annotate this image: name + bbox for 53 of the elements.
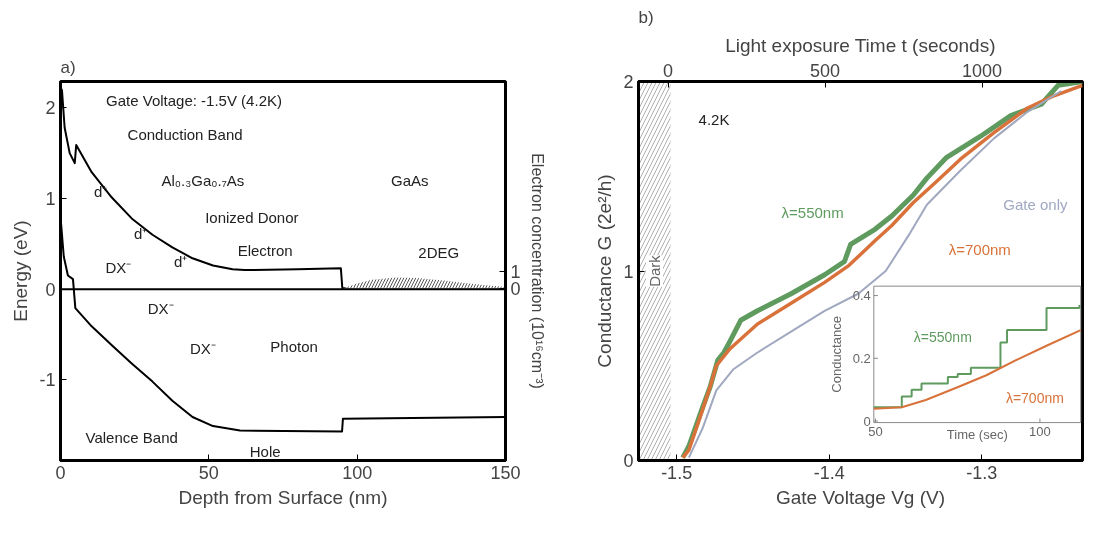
x-tick-label: 150	[490, 462, 521, 483]
x-axis-title: Time (sec)	[946, 426, 1008, 442]
annotation: 2DEG	[418, 243, 460, 261]
y-tick-label: 0.4	[852, 288, 871, 304]
y-tick-label: -1	[39, 370, 56, 391]
annotation: Ionized Donor	[205, 209, 299, 227]
annotation: d⁺	[93, 182, 108, 200]
x2-axis-title: Light exposure Time t (seconds)	[725, 34, 996, 56]
series-label: λ=550nm	[781, 204, 844, 222]
y-tick-label: 1	[623, 261, 634, 282]
annotation: d⁺	[173, 253, 188, 271]
x-tick-label: 100	[342, 462, 373, 483]
annotation: 4.2K	[698, 110, 730, 128]
y2-tick-label: 1	[510, 261, 521, 282]
chart-title: b)	[638, 7, 654, 27]
x-tick-label: -1.3	[966, 462, 998, 483]
annotation: Photon	[270, 338, 318, 356]
annotation: Hole	[249, 442, 281, 460]
x-tick-label: 50	[198, 462, 219, 483]
annotation: GaAs	[391, 171, 429, 189]
y2-tick-label: 0	[510, 279, 521, 300]
x2-tick-label: 0	[663, 60, 674, 81]
band-label: Dark	[646, 254, 664, 287]
chart-title: a)	[60, 57, 76, 77]
text: λ=700nm	[948, 241, 1011, 259]
x2-tick-label: 500	[810, 60, 841, 81]
y-tick-label: 2	[45, 98, 56, 119]
annotation: Conduction Band	[127, 126, 243, 144]
annotation: d⁺	[133, 224, 148, 242]
x-tick-label: -1.4	[813, 462, 845, 483]
y-tick-label: 0.2	[852, 350, 871, 366]
x-axis-title: Gate Voltage Vg (V)	[776, 486, 946, 508]
y-tick-label: 0	[45, 279, 56, 300]
x2-tick-label: 1000	[962, 60, 1003, 81]
text: Gate only	[1003, 196, 1069, 214]
annotation: DX⁻	[147, 300, 174, 318]
annotation: Al₀.₃Ga₀.₇As	[161, 171, 245, 189]
annotation: Valence Band	[85, 429, 178, 447]
y2-axis-title: Electron concentration (10¹⁶cm⁻³)	[528, 153, 546, 389]
x-axis-title: Depth from Surface (nm)	[178, 486, 388, 508]
y-axis-title: Conductance G (2e²/h)	[594, 174, 616, 368]
y-axis-title: Energy (eV)	[10, 220, 32, 322]
y-tick-label: 1	[45, 188, 56, 209]
y-axis-title: Conductance	[828, 316, 844, 393]
annotation: DX⁻	[105, 258, 132, 276]
x-tick-label: 100	[1029, 423, 1051, 439]
annotation: Gate Voltage: -1.5V (4.2K)	[106, 91, 282, 109]
annotation: Electron	[237, 241, 293, 259]
series-label: λ=550nm	[913, 329, 972, 346]
y-tick-label: 2	[623, 72, 634, 92]
annotation: DX⁻	[189, 340, 216, 358]
series-label: λ=700nm	[1005, 390, 1064, 407]
x-tick-label: -1.5	[661, 462, 693, 483]
